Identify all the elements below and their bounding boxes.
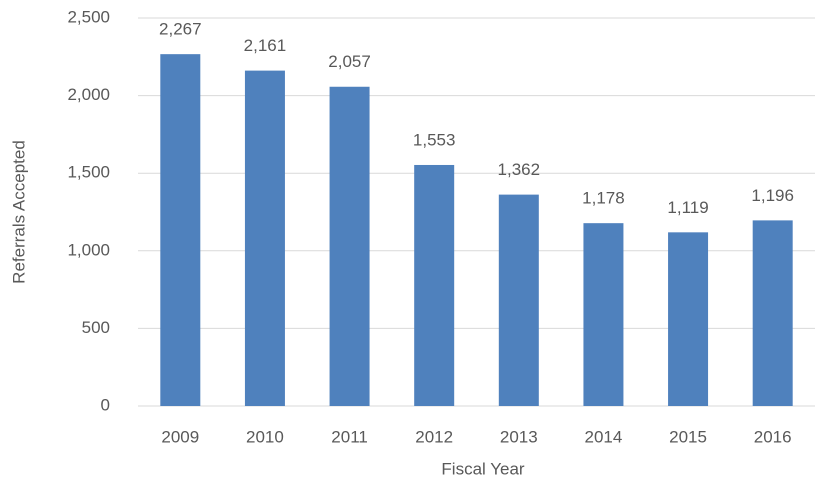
x-tick-label: 2011 xyxy=(331,427,368,446)
y-tick-label: 2,500 xyxy=(67,7,110,26)
y-tick-label: 2,000 xyxy=(67,85,110,104)
x-axis-label: Fiscal Year xyxy=(441,459,524,478)
x-tick-label: 2010 xyxy=(246,427,284,446)
value-label: 2,161 xyxy=(244,36,287,55)
value-label: 1,553 xyxy=(413,130,456,149)
value-label: 1,196 xyxy=(751,186,794,205)
x-tick-label: 2012 xyxy=(415,427,453,446)
bar xyxy=(244,70,285,407)
value-label: 1,178 xyxy=(582,189,625,208)
bar xyxy=(498,194,539,406)
bar xyxy=(668,232,709,406)
bar xyxy=(414,164,455,406)
x-tick-label: 2016 xyxy=(754,427,792,446)
x-tick-label: 2015 xyxy=(669,427,707,446)
bar xyxy=(752,220,793,406)
y-tick-label: 0 xyxy=(101,395,110,414)
x-tick-label: 2014 xyxy=(585,427,623,446)
x-tick-label: 2009 xyxy=(161,427,199,446)
y-tick-label: 1,500 xyxy=(67,163,110,182)
y-tick-label: 500 xyxy=(82,318,110,337)
value-label: 1,362 xyxy=(498,160,541,179)
bar xyxy=(583,223,624,406)
bar xyxy=(160,54,201,407)
x-tick-label: 2013 xyxy=(500,427,538,446)
bar xyxy=(329,86,370,406)
value-label: 1,119 xyxy=(667,198,708,217)
value-label: 2,267 xyxy=(159,20,202,39)
y-axis-label: Referrals Accepted xyxy=(9,140,28,284)
y-tick-label: 1,000 xyxy=(67,240,110,259)
value-label: 2,057 xyxy=(328,52,371,71)
